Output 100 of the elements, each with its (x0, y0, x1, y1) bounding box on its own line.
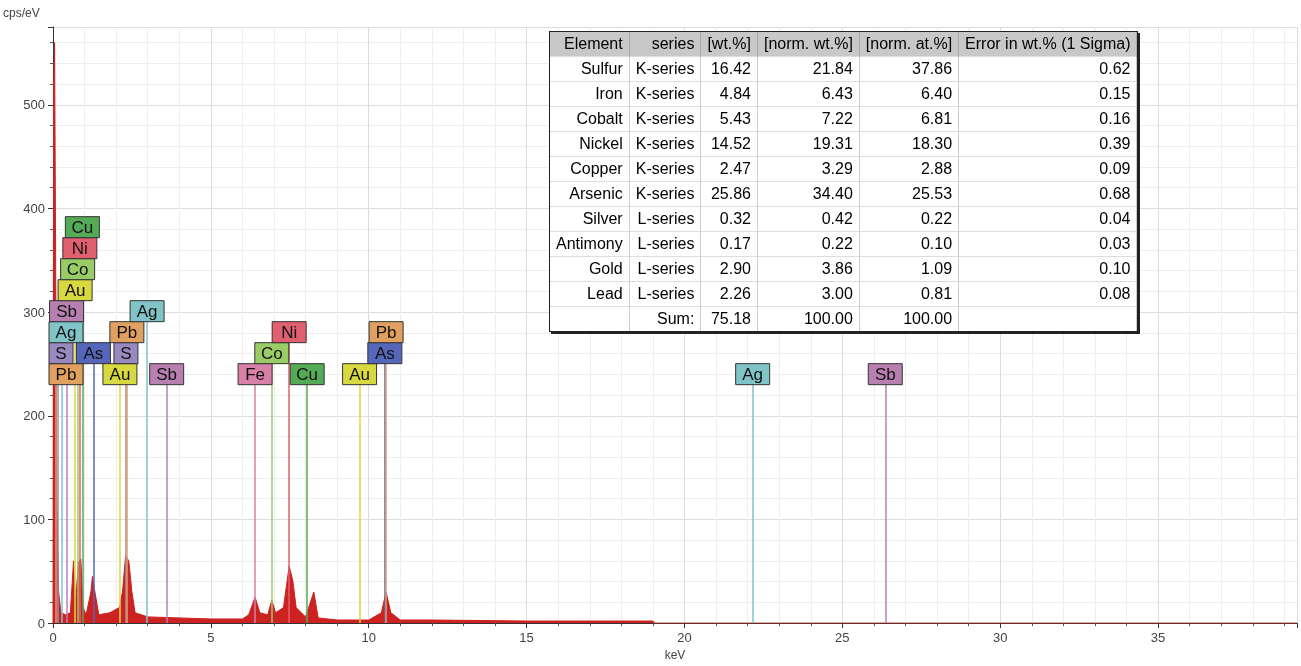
x-axis-title: keV (664, 648, 686, 662)
category-label: Nickel (579, 135, 623, 152)
ref-line-label: As (83, 343, 104, 363)
y-axis-title: cps/eV (3, 6, 40, 20)
text: K-series (635, 110, 695, 127)
text: 1.09 (920, 260, 953, 277)
ref-line-label: Pb (55, 364, 77, 384)
text: 0.81 (920, 285, 953, 302)
text: 0.17 (719, 235, 751, 252)
text: K-series (635, 60, 695, 77)
ref-line-label: Pb (116, 322, 138, 342)
text: 0.22 (821, 235, 853, 252)
text: 5.43 (719, 110, 751, 127)
text: 0.15 (1099, 85, 1131, 102)
text: 21.84 (812, 60, 853, 77)
text: 0.32 (719, 210, 751, 227)
text: 75.18 (710, 310, 751, 327)
x-tick-label: 15 (519, 630, 534, 646)
text: 100.00 (803, 310, 853, 327)
ref-line-label: Sb (874, 364, 896, 384)
text: 4.84 (719, 85, 751, 102)
x-tick-label: 20 (677, 630, 692, 646)
x-tick-label: 0 (49, 630, 57, 646)
y-tick-label: 100 (23, 511, 45, 527)
text: 6.81 (920, 110, 953, 127)
text: 25.86 (710, 185, 751, 202)
ref-line-label: Au (349, 364, 370, 384)
text: 3.29 (821, 160, 853, 177)
text: K-series (635, 135, 695, 152)
category-label: Gold (588, 260, 623, 277)
y-tick-label: 500 (23, 97, 45, 113)
text: L-series (637, 260, 695, 277)
ref-line-label: Ni (281, 322, 298, 342)
category-label: Arsenic (569, 185, 623, 202)
ref-line-label: Co (66, 259, 89, 279)
ref-line-label: Sb (56, 301, 77, 321)
text: 0.39 (1099, 135, 1131, 152)
ref-line-label: Ni (71, 238, 88, 258)
text: 34.40 (812, 185, 853, 202)
text: 0.42 (821, 210, 853, 227)
text: K-series (635, 160, 695, 177)
category-label: Element (550, 32, 630, 57)
category-label: Sulfur (580, 60, 623, 77)
ref-line-label: Fe (245, 364, 265, 384)
ref-line-label: Ag (742, 364, 764, 384)
ref-line-label: Cu (296, 364, 319, 384)
y-tick-label: 300 (23, 304, 45, 320)
ref-line-label: Au (64, 280, 86, 300)
text: 14.52 (710, 135, 751, 152)
ref-line-label: Pb (375, 322, 397, 342)
y-tick-label: 200 (23, 408, 45, 424)
text: K-series (635, 185, 695, 202)
category-label: series (629, 32, 701, 57)
text: 2.90 (719, 260, 751, 277)
category-label: Antimony (556, 235, 623, 252)
ref-line-label: Au (109, 364, 131, 384)
text: 37.86 (912, 60, 953, 77)
x-tick-label: 35 (1150, 630, 1166, 646)
text: 6.43 (821, 85, 853, 102)
text: Sum: (657, 310, 695, 327)
category-label: Iron (595, 85, 623, 102)
category-label: Cobalt (576, 110, 623, 127)
text: 0.62 (1099, 60, 1131, 77)
text: L-series (637, 235, 695, 252)
text: 25.53 (912, 185, 953, 202)
text: 2.47 (719, 160, 751, 177)
text: 0.09 (1099, 160, 1131, 177)
ref-line-label: As (374, 343, 395, 363)
ref-line-label: Ag (136, 301, 158, 321)
x-tick-label: 5 (207, 630, 215, 646)
x-tick-label: 30 (992, 630, 1008, 646)
text: 100.00 (903, 310, 953, 327)
text: 0.16 (1099, 110, 1131, 127)
text: 16.42 (710, 60, 751, 77)
text: K-series (635, 85, 695, 102)
text: 0.10 (1099, 260, 1131, 277)
ref-line-label: S (55, 343, 67, 363)
category-label: [wt.%] (700, 32, 758, 57)
text: 18.30 (912, 135, 953, 152)
text: 2.26 (719, 285, 751, 302)
category-label: Error in wt.% (1 Sigma) (958, 32, 1137, 57)
ref-line-label: Cu (71, 217, 94, 237)
ref-line-label: S (120, 343, 132, 363)
text: 0.22 (920, 210, 953, 227)
category-label: Copper (570, 160, 623, 177)
ref-line-label: Ag (55, 322, 77, 342)
text: 6.40 (920, 85, 953, 102)
category-label: [norm. wt.%] (757, 32, 860, 57)
text: 0.04 (1099, 210, 1131, 227)
text: 3.00 (821, 285, 853, 302)
text: 7.22 (821, 110, 853, 127)
ref-line-label: Co (260, 343, 283, 363)
category-label: Lead (587, 285, 623, 302)
text: 2.88 (920, 160, 953, 177)
text: 0.03 (1099, 235, 1131, 252)
text: 0.68 (1099, 185, 1131, 202)
text: L-series (637, 210, 695, 227)
text: 0.08 (1099, 285, 1131, 302)
text: 0.10 (920, 235, 953, 252)
text: L-series (637, 285, 695, 302)
